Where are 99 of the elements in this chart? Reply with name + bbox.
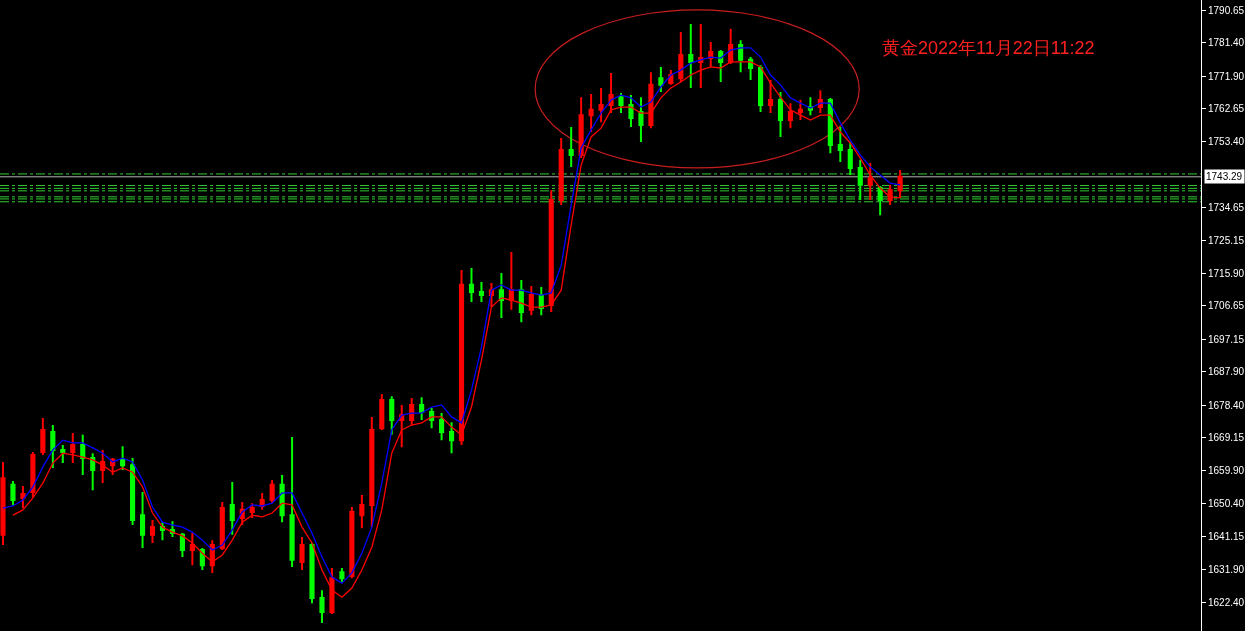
y-tick-label: 1781.40 bbox=[1208, 37, 1245, 49]
candlestick bbox=[149, 519, 156, 544]
candlestick bbox=[807, 96, 813, 117]
candlestick bbox=[120, 445, 126, 472]
candlestick bbox=[658, 65, 664, 93]
candlestick bbox=[409, 396, 415, 427]
candlestick bbox=[50, 424, 56, 469]
candlestick bbox=[60, 444, 66, 465]
candlestick bbox=[688, 22, 694, 90]
y-tick-label: 1659.90 bbox=[1208, 464, 1245, 476]
candlestick bbox=[718, 49, 724, 84]
y-tick-label: 1790.65 bbox=[1208, 4, 1245, 16]
candlestick bbox=[827, 96, 833, 155]
candlestick bbox=[478, 281, 485, 304]
candlestick bbox=[0, 460, 6, 547]
candlestick bbox=[758, 64, 764, 113]
candlestick bbox=[857, 158, 863, 201]
candlestick bbox=[40, 416, 46, 456]
candlestick bbox=[30, 451, 36, 499]
candlestick bbox=[439, 412, 445, 442]
candlestick bbox=[249, 502, 255, 519]
candlestick bbox=[10, 480, 16, 506]
candlestick bbox=[289, 435, 295, 568]
candlestick bbox=[777, 90, 784, 138]
candlestick bbox=[458, 269, 465, 447]
candlestick bbox=[558, 137, 564, 206]
candlestick bbox=[528, 284, 534, 317]
candlestick bbox=[419, 396, 425, 422]
candlestick bbox=[518, 278, 524, 324]
y-tick-label: 1687.90 bbox=[1208, 366, 1245, 378]
y-tick-label: 1641.15 bbox=[1208, 530, 1245, 542]
y-tick-label: 1753.40 bbox=[1208, 135, 1245, 147]
candlestick bbox=[159, 521, 166, 542]
candlestick bbox=[448, 421, 455, 455]
candlestick bbox=[748, 56, 754, 81]
candlestick bbox=[70, 432, 76, 465]
y-tick-label: 1622.40 bbox=[1208, 596, 1245, 608]
candlestick bbox=[189, 532, 195, 567]
candlestick bbox=[608, 71, 614, 115]
candlestick bbox=[817, 89, 823, 115]
text: 黄金2022年11月22日11:22 bbox=[882, 38, 1095, 59]
candlestick bbox=[588, 93, 594, 134]
y-tick-label: 1771.90 bbox=[1208, 70, 1245, 82]
candlestick bbox=[668, 69, 674, 86]
candlestick bbox=[209, 539, 215, 574]
y-tick-label: 1669.15 bbox=[1208, 432, 1245, 444]
candlestick bbox=[279, 474, 285, 524]
candlestick bbox=[80, 433, 86, 477]
candlestick bbox=[139, 490, 146, 549]
candlestick bbox=[199, 546, 205, 572]
candlestick bbox=[767, 78, 774, 115]
candlestick bbox=[309, 541, 315, 605]
candlestick bbox=[349, 506, 355, 580]
candlestick bbox=[399, 403, 405, 449]
candlestick bbox=[219, 501, 225, 552]
candlestick bbox=[837, 126, 843, 163]
candlestick bbox=[618, 91, 624, 115]
candlestick bbox=[887, 183, 893, 206]
candlestick bbox=[538, 285, 544, 317]
candlestick bbox=[389, 395, 395, 436]
candlestick bbox=[269, 478, 275, 505]
y-tick-label: 1650.40 bbox=[1208, 498, 1245, 510]
candlestick bbox=[498, 271, 504, 319]
candlestick bbox=[787, 102, 794, 130]
candlestick bbox=[20, 484, 26, 510]
y-tick-label: 1678.40 bbox=[1208, 399, 1245, 411]
candlestick bbox=[359, 494, 365, 530]
ref-line-label: 1743.29 bbox=[1206, 171, 1243, 182]
candlestick bbox=[100, 449, 106, 485]
candlestick bbox=[229, 481, 235, 536]
candlestick bbox=[548, 189, 554, 313]
candlestick bbox=[379, 393, 385, 431]
candlestick bbox=[179, 532, 185, 559]
candlestick bbox=[130, 457, 136, 527]
candlestick bbox=[259, 491, 265, 511]
candlestick bbox=[578, 96, 584, 160]
y-tick-label: 1762.65 bbox=[1208, 103, 1245, 115]
candlestick bbox=[90, 452, 96, 492]
candlestick bbox=[628, 94, 634, 129]
candlestick bbox=[299, 535, 305, 572]
candlestick bbox=[797, 99, 804, 122]
candlestick bbox=[738, 39, 744, 74]
y-tick-label: 1706.65 bbox=[1208, 300, 1245, 312]
y-tick-label: 1631.90 bbox=[1208, 563, 1245, 575]
y-tick-label: 1697.15 bbox=[1208, 333, 1245, 345]
candlestick bbox=[339, 566, 345, 584]
candlestick bbox=[598, 87, 604, 124]
candlestick bbox=[648, 71, 654, 130]
candlestick bbox=[319, 589, 325, 624]
candlestick bbox=[638, 96, 644, 143]
candlestick bbox=[847, 140, 853, 176]
candlestick bbox=[508, 251, 514, 311]
candlestick bbox=[867, 162, 873, 201]
y-tick-label: 1725.15 bbox=[1208, 235, 1245, 247]
candlestick bbox=[877, 184, 883, 217]
y-tick-label: 1715.90 bbox=[1208, 267, 1245, 279]
candlestick bbox=[468, 266, 475, 304]
candlestick bbox=[568, 126, 574, 168]
y-tick-label: 1734.65 bbox=[1208, 201, 1245, 213]
